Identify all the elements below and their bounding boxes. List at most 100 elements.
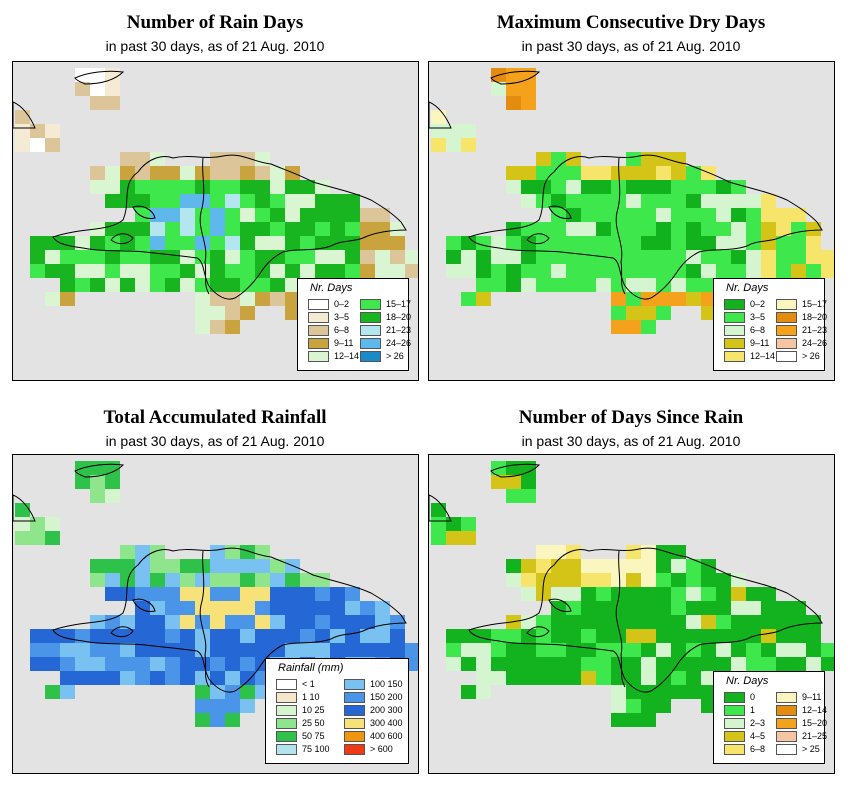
grid-cell <box>330 208 345 222</box>
grid-cell <box>656 601 671 615</box>
grid-cell <box>821 657 834 671</box>
grid-cell <box>315 208 330 222</box>
legend-label: 18–20 <box>386 312 412 322</box>
grid-cell <box>506 489 521 503</box>
grid-cell <box>285 180 300 194</box>
grid-cell <box>195 278 210 292</box>
grid-cell <box>776 264 791 278</box>
grid-cell <box>446 629 461 643</box>
grid-cell <box>210 629 225 643</box>
grid-cell <box>360 643 375 657</box>
legend-swatch <box>724 692 745 703</box>
grid-cell <box>611 671 626 685</box>
legend-swatch <box>360 351 381 362</box>
grid-cell <box>671 671 686 685</box>
grid-cell <box>581 180 596 194</box>
map-area: Nr. Days 0–2 3–5 6–8 9–11 12–14 15–17 18–20 21–2… <box>12 61 419 381</box>
grid-cell <box>701 306 716 320</box>
grid-cell <box>120 671 135 685</box>
grid-cell <box>105 222 120 236</box>
grid-cell <box>300 222 315 236</box>
grid-cell <box>566 615 581 629</box>
grid-cell <box>566 573 581 587</box>
grid-cell <box>611 615 626 629</box>
grid-cell <box>641 208 656 222</box>
grid-cell <box>150 222 165 236</box>
grid-cell <box>686 601 701 615</box>
grid-cell <box>581 615 596 629</box>
grid-cell <box>611 587 626 601</box>
grid-cell <box>641 699 656 713</box>
grid-cell <box>686 292 701 306</box>
legend-swatch <box>344 744 365 755</box>
grid-cell <box>641 222 656 236</box>
grid-cell <box>120 250 135 264</box>
grid-cell <box>225 208 240 222</box>
grid-cell <box>15 138 30 152</box>
grid-cell <box>300 601 315 615</box>
grid-cell <box>701 587 716 601</box>
grid-cell <box>180 657 195 671</box>
grid-cell <box>240 615 255 629</box>
grid-cell <box>285 643 300 657</box>
grid-cell <box>180 236 195 250</box>
grid-cell <box>596 166 611 180</box>
grid-cell <box>255 545 270 559</box>
grid-cell <box>641 713 656 727</box>
grid-cell <box>506 68 521 82</box>
grid-cell <box>375 236 390 250</box>
grid-cell <box>225 166 240 180</box>
grid-cell <box>30 517 45 531</box>
grid-cell <box>105 180 120 194</box>
grid-cell <box>255 587 270 601</box>
grid-cell <box>75 475 90 489</box>
grid-cell <box>761 250 776 264</box>
grid-cell <box>596 208 611 222</box>
grid-cell <box>776 222 791 236</box>
grid-cell <box>656 657 671 671</box>
grid-cell <box>75 671 90 685</box>
grid-cell <box>506 671 521 685</box>
grid-cell <box>240 278 255 292</box>
grid-cell <box>225 306 240 320</box>
grid-cell <box>345 250 360 264</box>
grid-cell <box>120 180 135 194</box>
legend-label: 15–17 <box>802 299 828 309</box>
grid-cell <box>45 236 60 250</box>
grid-cell <box>686 559 701 573</box>
grid-cell <box>536 250 551 264</box>
grid-cell <box>120 587 135 601</box>
grid-cell <box>731 208 746 222</box>
grid-cell <box>375 264 390 278</box>
grid-cell <box>506 475 521 489</box>
legend-label: 15–20 <box>802 718 828 728</box>
grid-cell <box>581 264 596 278</box>
grid-cell <box>551 222 566 236</box>
grid-cell <box>716 236 731 250</box>
grid-cell <box>731 657 746 671</box>
grid-cell <box>551 278 566 292</box>
grid-cell <box>240 699 255 713</box>
grid-cell <box>656 671 671 685</box>
grid-cell <box>45 657 60 671</box>
grid-cell <box>225 559 240 573</box>
grid-cell <box>30 236 45 250</box>
grid-cell <box>596 671 611 685</box>
map-svg <box>429 461 834 727</box>
grid-cell <box>611 236 626 250</box>
grid-cell <box>641 236 656 250</box>
grid-cell <box>551 657 566 671</box>
grid-cell <box>656 615 671 629</box>
grid-cell <box>731 629 746 643</box>
grid-cell <box>285 292 300 306</box>
grid-cell <box>105 264 120 278</box>
grid-cell <box>461 124 476 138</box>
grid-cell <box>105 587 120 601</box>
grid-cell <box>330 601 345 615</box>
grid-cell <box>105 166 120 180</box>
grid-cell <box>521 559 536 573</box>
legend-swatch <box>276 692 297 703</box>
grid-cell <box>656 643 671 657</box>
grid-cell <box>551 545 566 559</box>
grid-cell <box>210 601 225 615</box>
